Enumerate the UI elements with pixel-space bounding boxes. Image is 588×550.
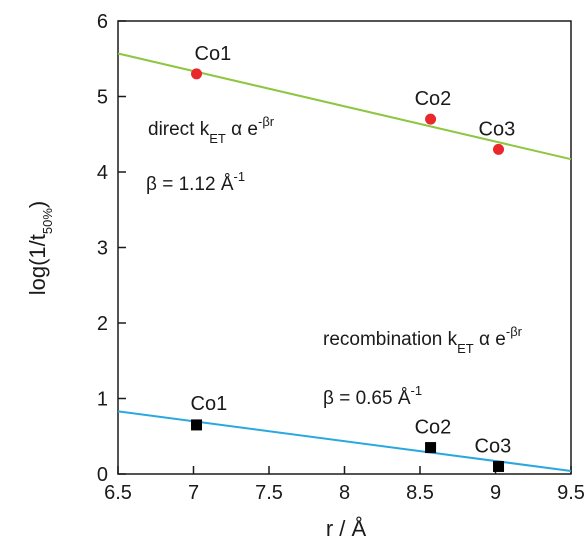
- data-point: [493, 460, 505, 472]
- x-axis: 6.5 7 7.5 8 8.5 9 9.5: [104, 466, 585, 504]
- point-label: Co2: [415, 417, 452, 439]
- x-tick-label: 8: [339, 482, 350, 504]
- x-axis-title: r / Å: [326, 516, 367, 541]
- y-tick-label: 1: [97, 389, 108, 411]
- point-label: Co3: [479, 118, 516, 140]
- recombination-rate-annotation: recombination kET α e-βr: [323, 324, 523, 356]
- data-point: [425, 113, 437, 125]
- point-label: Co3: [475, 435, 512, 457]
- data-points: [191, 68, 505, 472]
- data-point: [493, 143, 505, 155]
- fit-line: [117, 52, 572, 161]
- point-labels: Co1 Co2 Co3 Co1 Co2 Co3: [191, 43, 516, 458]
- y-tick-label: 5: [97, 87, 108, 109]
- y-tick-label: 6: [97, 11, 108, 33]
- x-tick-label: 9: [490, 482, 501, 504]
- point-label: Co2: [415, 88, 452, 110]
- y-axis: 0 1 2 3 4 5 6: [97, 11, 126, 486]
- data-point: [191, 419, 203, 431]
- direct-beta-annotation: β = 1.12 Å-1: [146, 169, 245, 195]
- x-tick-label: 7.5: [255, 482, 283, 504]
- y-tick-label: 3: [97, 238, 108, 260]
- x-tick-label: 6.5: [104, 482, 132, 504]
- x-tick-label: 7: [188, 482, 199, 504]
- y-axis-title: log(1/t50%): [25, 201, 55, 296]
- recombination-beta-annotation: β = 0.65 Å-1: [323, 383, 422, 409]
- data-point: [191, 68, 203, 80]
- data-point: [425, 442, 437, 454]
- x-tick-label: 8.5: [406, 482, 434, 504]
- y-tick-label: 0: [97, 464, 108, 486]
- x-tick-label: 9.5: [557, 482, 585, 504]
- point-label: Co1: [195, 43, 232, 65]
- direct-rate-annotation: direct kET α e-βr: [148, 114, 275, 146]
- y-tick-label: 2: [97, 313, 108, 335]
- point-label: Co1: [191, 393, 228, 415]
- y-tick-label: 4: [97, 162, 108, 184]
